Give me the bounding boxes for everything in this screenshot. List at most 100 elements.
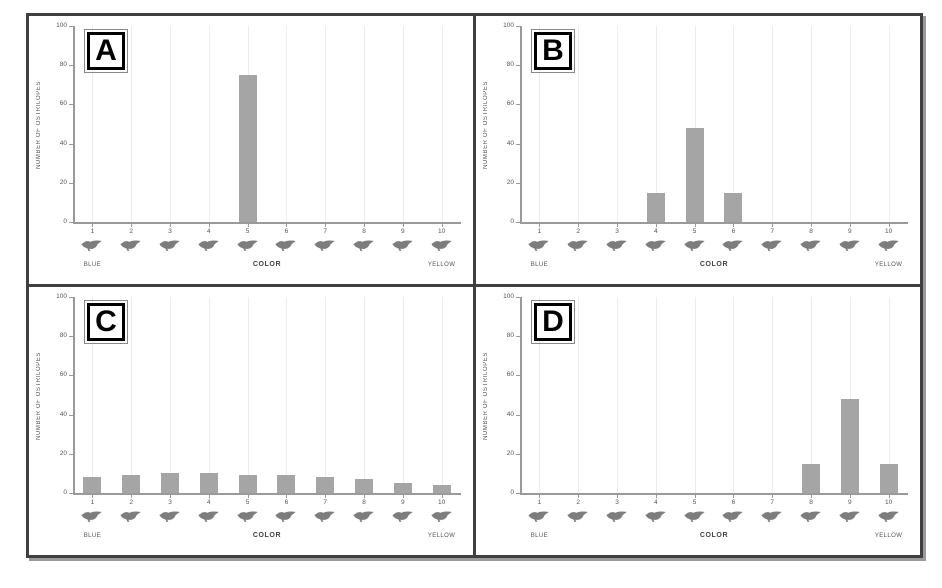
- y-tick-mark: [516, 297, 520, 298]
- gridline: [888, 297, 890, 493]
- x-tick-label: 10: [884, 228, 893, 235]
- gridline: [694, 297, 696, 493]
- bird-icon: [81, 510, 103, 523]
- y-tick-mark: [69, 182, 73, 184]
- x-tick-label: 10: [437, 499, 446, 506]
- y-tick-mark: [516, 104, 520, 106]
- bird-icon: [198, 239, 220, 252]
- gridline: [325, 26, 327, 222]
- gridline: [539, 26, 541, 222]
- x-tick-mark: [364, 224, 365, 227]
- gridline: [811, 26, 812, 222]
- y-tick-label: 60: [506, 371, 514, 379]
- x-tick-mark: [92, 224, 94, 227]
- x-tick-mark: [441, 495, 443, 498]
- y-tick-mark: [69, 375, 73, 377]
- bar-category-5: [238, 75, 257, 222]
- x-tick-label: 2: [129, 228, 133, 235]
- bird-icon: [645, 239, 667, 252]
- bird-icon: [878, 510, 900, 523]
- x-tick-label: 9: [400, 499, 405, 506]
- gridline: [286, 297, 288, 493]
- x-tick-mark: [402, 495, 404, 498]
- chart-panel-b: NUMBER OF OSTRILOPES 0 20 40 60 80 100 1 2 3 4 5 6 7 8…: [476, 16, 920, 284]
- gridline: [617, 26, 618, 222]
- y-tick-mark: [516, 26, 520, 27]
- x-axis-title: COLOR: [252, 532, 282, 539]
- x-tick-label: 10: [437, 228, 446, 235]
- bird-icon: [431, 239, 453, 252]
- bar-category-7: [316, 477, 335, 493]
- gridline: [402, 26, 404, 222]
- gridline: [694, 26, 696, 222]
- x-tick-label: 9: [400, 228, 405, 235]
- gridline: [92, 26, 94, 222]
- x-tick-mark: [655, 495, 657, 498]
- bar-category-9: [393, 483, 412, 493]
- bird-icon: [198, 510, 220, 523]
- bird-icon: [314, 239, 336, 252]
- y-tick-mark: [69, 65, 73, 67]
- bar-category-4: [646, 192, 665, 222]
- figure-frame: NUMBER OF OSTRILOPES 0 20 40 60 80 100 1 2 3 4 5 6 7 8…: [26, 13, 923, 558]
- bar-category-8: [802, 463, 820, 493]
- x-tick-label: 4: [653, 499, 658, 506]
- bird-icon: [761, 510, 783, 523]
- x-tick-mark: [772, 224, 774, 227]
- gridline: [131, 297, 133, 493]
- bird-icon: [722, 239, 744, 252]
- gridline: [170, 297, 171, 493]
- y-axis-line: [520, 26, 522, 224]
- y-tick-label: 100: [503, 293, 514, 300]
- bird-icon: [800, 510, 822, 523]
- y-tick-mark: [69, 104, 73, 106]
- x-axis-left-label: BLUE: [530, 533, 549, 539]
- bar-category-3: [161, 473, 179, 493]
- y-tick-label: 40: [506, 410, 514, 418]
- x-tick-label: 5: [692, 228, 697, 235]
- bird-icon: [761, 239, 783, 252]
- bar-category-6: [277, 475, 296, 493]
- x-tick-mark: [733, 495, 735, 498]
- x-tick-mark: [131, 224, 133, 227]
- x-tick-mark: [694, 495, 696, 498]
- y-tick-label: 20: [59, 178, 67, 186]
- gridline: [208, 26, 210, 222]
- x-axis-left-label: BLUE: [83, 533, 102, 539]
- gridline: [364, 26, 365, 222]
- gridline: [578, 297, 580, 493]
- bar-category-10: [432, 485, 451, 493]
- x-tick-mark: [539, 495, 541, 498]
- chart-panel-a: NUMBER OF OSTRILOPES 0 20 40 60 80 100 1 2 3 4 5 6 7 8…: [29, 16, 473, 284]
- x-axis-title: COLOR: [699, 532, 729, 539]
- x-tick-mark: [286, 224, 288, 227]
- x-tick-mark: [655, 224, 657, 227]
- gridline: [539, 297, 541, 493]
- y-tick-label: 0: [510, 489, 514, 496]
- y-tick-label: 20: [506, 178, 514, 186]
- bird-icon: [159, 510, 181, 523]
- x-tick-label: 2: [576, 499, 580, 506]
- x-tick-label: 7: [323, 499, 327, 506]
- gridline: [402, 297, 404, 493]
- bird-icon: [528, 239, 550, 252]
- x-axis-line: [520, 493, 908, 495]
- y-tick-mark: [516, 143, 520, 145]
- x-tick-mark: [325, 495, 327, 498]
- x-tick-mark: [617, 495, 618, 498]
- gridline: [441, 297, 443, 493]
- x-tick-mark: [208, 495, 210, 498]
- x-tick-label: 1: [90, 228, 95, 235]
- gridline: [849, 26, 851, 222]
- gridline: [131, 26, 133, 222]
- chart-grid: NUMBER OF OSTRILOPES 0 20 40 60 80 100 1 2 3 4 5 6 7 8…: [29, 16, 920, 555]
- gridline: [170, 26, 171, 222]
- x-tick-mark: [247, 495, 249, 498]
- x-tick-label: 8: [362, 499, 366, 506]
- x-tick-mark: [849, 495, 851, 498]
- y-tick-mark: [69, 297, 73, 298]
- bird-icon: [237, 239, 259, 252]
- y-tick-label: 20: [506, 449, 514, 457]
- x-tick-mark: [849, 224, 851, 227]
- y-tick-label: 100: [56, 293, 67, 300]
